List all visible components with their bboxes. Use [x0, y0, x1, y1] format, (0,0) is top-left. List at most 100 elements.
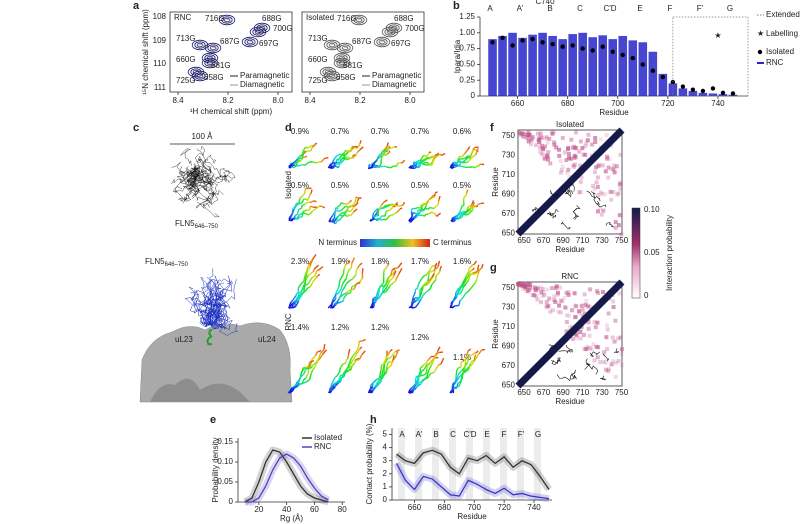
ensemble-segment	[359, 146, 364, 151]
heatmap-cell	[573, 303, 578, 308]
heatmap-cell	[554, 145, 559, 150]
ensemble-segment	[430, 363, 433, 366]
ensemble-segment	[320, 157, 325, 163]
ensemble-segment	[349, 266, 352, 270]
chain	[182, 168, 203, 188]
chain	[207, 278, 234, 326]
ensemble-segment	[327, 163, 332, 169]
ensemble-segment	[452, 161, 455, 164]
ensemble-segment	[351, 362, 355, 368]
heatmap-cell	[564, 329, 569, 334]
ensemble-segment	[474, 279, 478, 284]
ensemble-segment	[422, 293, 425, 297]
ensemble-segment	[292, 302, 296, 306]
ensemble-segment	[389, 348, 393, 352]
ensemble-segment	[302, 163, 306, 166]
ensemble-segment	[390, 205, 395, 211]
ensemble-segment	[417, 161, 420, 164]
panel-label: d	[285, 122, 292, 134]
ensemble-segment	[456, 211, 461, 216]
region-stripe	[415, 428, 422, 500]
heatmap-cell	[603, 360, 608, 365]
ensemble-segment	[339, 367, 342, 372]
ensemble-segment	[469, 360, 474, 365]
ensemble-segment	[426, 375, 430, 379]
ensemble-segment	[333, 381, 338, 385]
ensemble-segment	[421, 204, 424, 208]
colorbar-tick: 0	[644, 291, 649, 300]
legend-key	[757, 49, 763, 55]
heatmap-cell	[564, 320, 569, 325]
ensemble-segment	[297, 382, 300, 386]
ensemble-segment	[304, 161, 310, 166]
ensemble-segment	[330, 384, 333, 388]
ensemble-segment	[348, 214, 351, 217]
ensemble-segment	[346, 365, 351, 370]
ensemble-segment	[330, 220, 334, 223]
heatmap-cell	[610, 335, 615, 340]
ensemble-segment	[310, 369, 314, 374]
y-tick-label: 109	[153, 36, 167, 45]
heatmap-cell	[558, 170, 563, 175]
ensemble-segment	[356, 264, 361, 269]
ensemble-segment	[303, 155, 307, 158]
ensemble-segment	[388, 286, 391, 289]
y-axis-label: Residue	[491, 319, 500, 349]
ensemble-segment	[418, 210, 422, 215]
ensemble-segment	[479, 267, 483, 270]
line	[244, 453, 329, 503]
ensemble-segment	[339, 152, 345, 158]
bar	[548, 35, 557, 96]
bar	[608, 39, 618, 96]
peak-contour	[333, 52, 351, 64]
ensemble-segment	[388, 274, 392, 279]
chain	[584, 358, 591, 370]
ensemble-segment	[311, 144, 314, 147]
ensemble-segment	[330, 383, 335, 390]
x-tick-label: 750	[615, 388, 629, 397]
heatmap-cell	[586, 320, 591, 325]
ensemble-segment	[438, 363, 442, 366]
ensemble-segment	[339, 158, 342, 163]
ensemble-segment	[471, 200, 475, 205]
peak-contour	[388, 24, 400, 32]
ensemble-segment	[466, 212, 470, 216]
x-tick-label: 8.0	[272, 96, 284, 105]
ensemble-segment	[462, 367, 466, 373]
heatmap-cell	[588, 305, 593, 310]
ensemble-segment	[308, 210, 314, 216]
ensemble-segment	[335, 299, 340, 306]
ensemble-segment	[472, 166, 476, 169]
heatmap-cell	[608, 189, 613, 194]
ensemble-segment	[454, 216, 457, 219]
chain	[180, 148, 192, 166]
bar	[718, 94, 728, 96]
ensemble-segment	[377, 292, 383, 299]
y-tick-label: 0.50	[459, 60, 475, 69]
peak-label: 687G	[352, 37, 372, 46]
y-axis-label: Probability density	[211, 438, 220, 503]
ensemble-segment	[425, 280, 429, 284]
ensemble-segment	[351, 258, 355, 264]
ensemble-segment	[359, 346, 363, 350]
peak-label: 697G	[391, 39, 411, 48]
heatmap-cell	[609, 362, 614, 367]
ensemble-segment	[425, 207, 429, 211]
heatmap-cell	[583, 152, 588, 157]
heatmap-cell	[594, 180, 599, 185]
chain	[203, 160, 225, 178]
region-stripe	[483, 428, 490, 500]
point	[730, 91, 736, 96]
bar	[628, 40, 638, 96]
ensemble-segment	[358, 277, 364, 283]
ensemble-segment	[429, 155, 433, 159]
x-tick-label: 680	[561, 99, 575, 108]
ensemble-segment	[474, 353, 480, 360]
x-tick-label: 750	[615, 236, 629, 245]
colorbar-tick: 0.10	[644, 205, 660, 214]
ensemble-segment	[356, 198, 360, 202]
heatmap-cell	[568, 156, 573, 161]
y-tick-label: 3	[383, 456, 388, 465]
heatmap-cell	[613, 375, 618, 380]
ensemble-segment	[385, 153, 388, 157]
